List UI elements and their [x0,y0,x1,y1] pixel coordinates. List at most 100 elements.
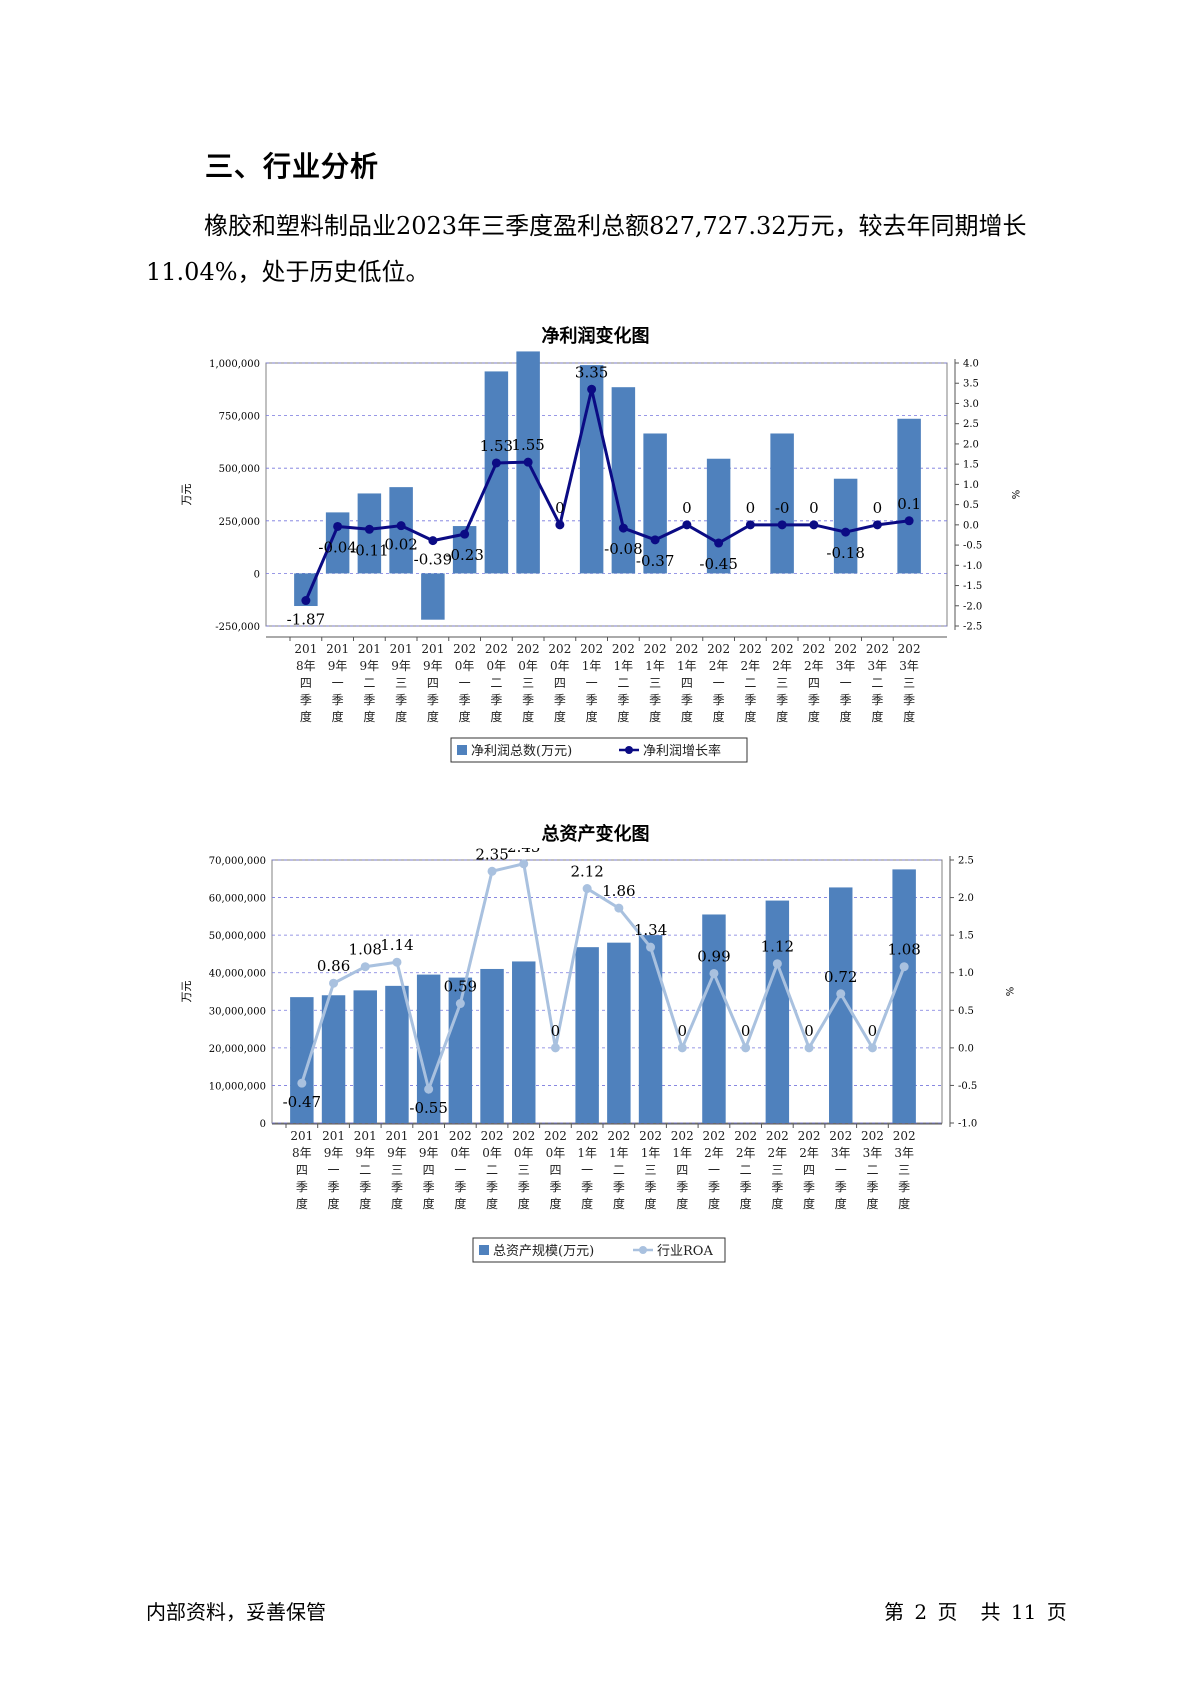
right-tick-label: 4.0 [963,359,979,370]
category-label: 季 [300,693,312,707]
bar [770,433,794,574]
category-label: 季 [454,1180,466,1194]
category-label: 季 [427,693,439,707]
category-label: 度 [645,1196,657,1211]
line-point [582,884,592,894]
category-label: 四 [300,676,312,690]
line-point [424,1084,434,1094]
bar [448,977,473,1123]
line-point [714,538,724,548]
category-label: 度 [771,1196,783,1211]
left-tick-label: 50,000,000 [209,931,266,942]
category-label: 度 [744,709,756,724]
summary-paragraph: 橡胶和塑料制品业2023年三季度盈利总额827,727.32万元，较去年同期增长… [146,212,1027,286]
category-label: 二 [486,1163,498,1177]
right-tick-label: -1.0 [958,1119,977,1130]
category-label: 季 [776,693,788,707]
category-label: 202 [771,642,794,656]
line-point [523,457,533,467]
category-label: 度 [395,709,407,724]
line-point [519,859,529,869]
category-label: 201 [358,642,381,656]
line-point [682,520,692,530]
category-label: 度 [486,1196,498,1211]
category-label: 201 [385,1129,408,1143]
category-label: 度 [649,709,661,724]
footer-page-info: 第 2 页 共 11 页 [884,1596,1071,1625]
category-label: 度 [332,709,344,724]
point-data-label: -1.87 [287,611,325,629]
category-label: 202 [675,642,698,656]
category-label: 202 [576,1129,599,1143]
category-label: 度 [803,1196,815,1211]
category-label: 8年 [296,659,316,673]
category-label: 度 [490,709,502,724]
point-data-label: -0.47 [283,1093,321,1111]
category-label: 一 [581,1163,593,1177]
point-data-label: -0.39 [414,551,452,569]
left-tick-label: 250,000 [219,517,260,528]
category-label: 二 [490,676,502,690]
point-data-label: 0 [741,1022,751,1040]
line-point [396,521,406,531]
category-label: 季 [903,693,915,707]
category-label: 1年 [577,1146,597,1160]
category-label: 季 [391,1180,403,1194]
category-label: 三 [903,676,915,690]
line-point [491,458,501,468]
point-data-label: 0 [804,1022,814,1040]
left-axis-title: 万元 [180,981,193,1003]
category-label: 季 [803,1180,815,1194]
right-tick-label: 3.5 [963,379,979,390]
line-point [360,962,370,972]
profit-chart-title: 净利润变化图 [541,326,650,347]
category-label: 3年 [894,1146,914,1160]
point-data-label: 0.86 [317,957,350,975]
category-label: 3年 [868,659,888,673]
point-data-label: 0 [873,499,883,517]
category-label: 季 [363,693,375,707]
category-label: 三 [776,676,788,690]
bar [897,418,921,574]
left-axis-title: 万元 [180,484,193,506]
right-axis-title: % [1003,987,1014,997]
bar [421,573,445,620]
category-label: 一 [713,676,725,690]
series-line [304,388,910,602]
category-label: 季 [771,1180,783,1194]
bar [512,961,536,1123]
category-label: 度 [866,1196,878,1211]
category-label: 一 [835,1163,847,1177]
category-label: 二 [613,1163,625,1177]
point-data-label: 1.34 [634,921,667,939]
line-point [614,903,624,913]
category-label: 三 [391,1163,403,1177]
category-label: 季 [395,693,407,707]
bar [579,365,604,574]
line-point [741,1043,751,1053]
right-tick-label: 0.5 [963,500,979,511]
category-label: 202 [485,642,508,656]
left-tick-label: 500,000 [219,464,260,475]
category-label: 季 [359,1180,371,1194]
bar [353,990,377,1123]
line-point [460,529,470,539]
category-label: 度 [359,1196,371,1211]
category-label: 0年 [455,659,475,673]
bar [484,371,509,574]
point-data-label: 1.86 [602,882,635,900]
category-label: 度 [835,1196,847,1211]
category-label: 201 [294,642,317,656]
right-tick-label: -1.5 [963,581,982,592]
point-data-label: 2.45 [507,848,540,856]
point-data-label: 1.08 [887,941,920,959]
category-label: 二 [740,1163,752,1177]
category-label: 202 [644,642,667,656]
category-label: 三 [395,676,407,690]
right-tick-label: 2.5 [963,419,979,430]
category-label: 度 [391,1196,403,1211]
line-point [333,521,343,531]
bar [389,487,413,574]
category-label: 202 [798,1129,821,1143]
bar [765,900,790,1123]
